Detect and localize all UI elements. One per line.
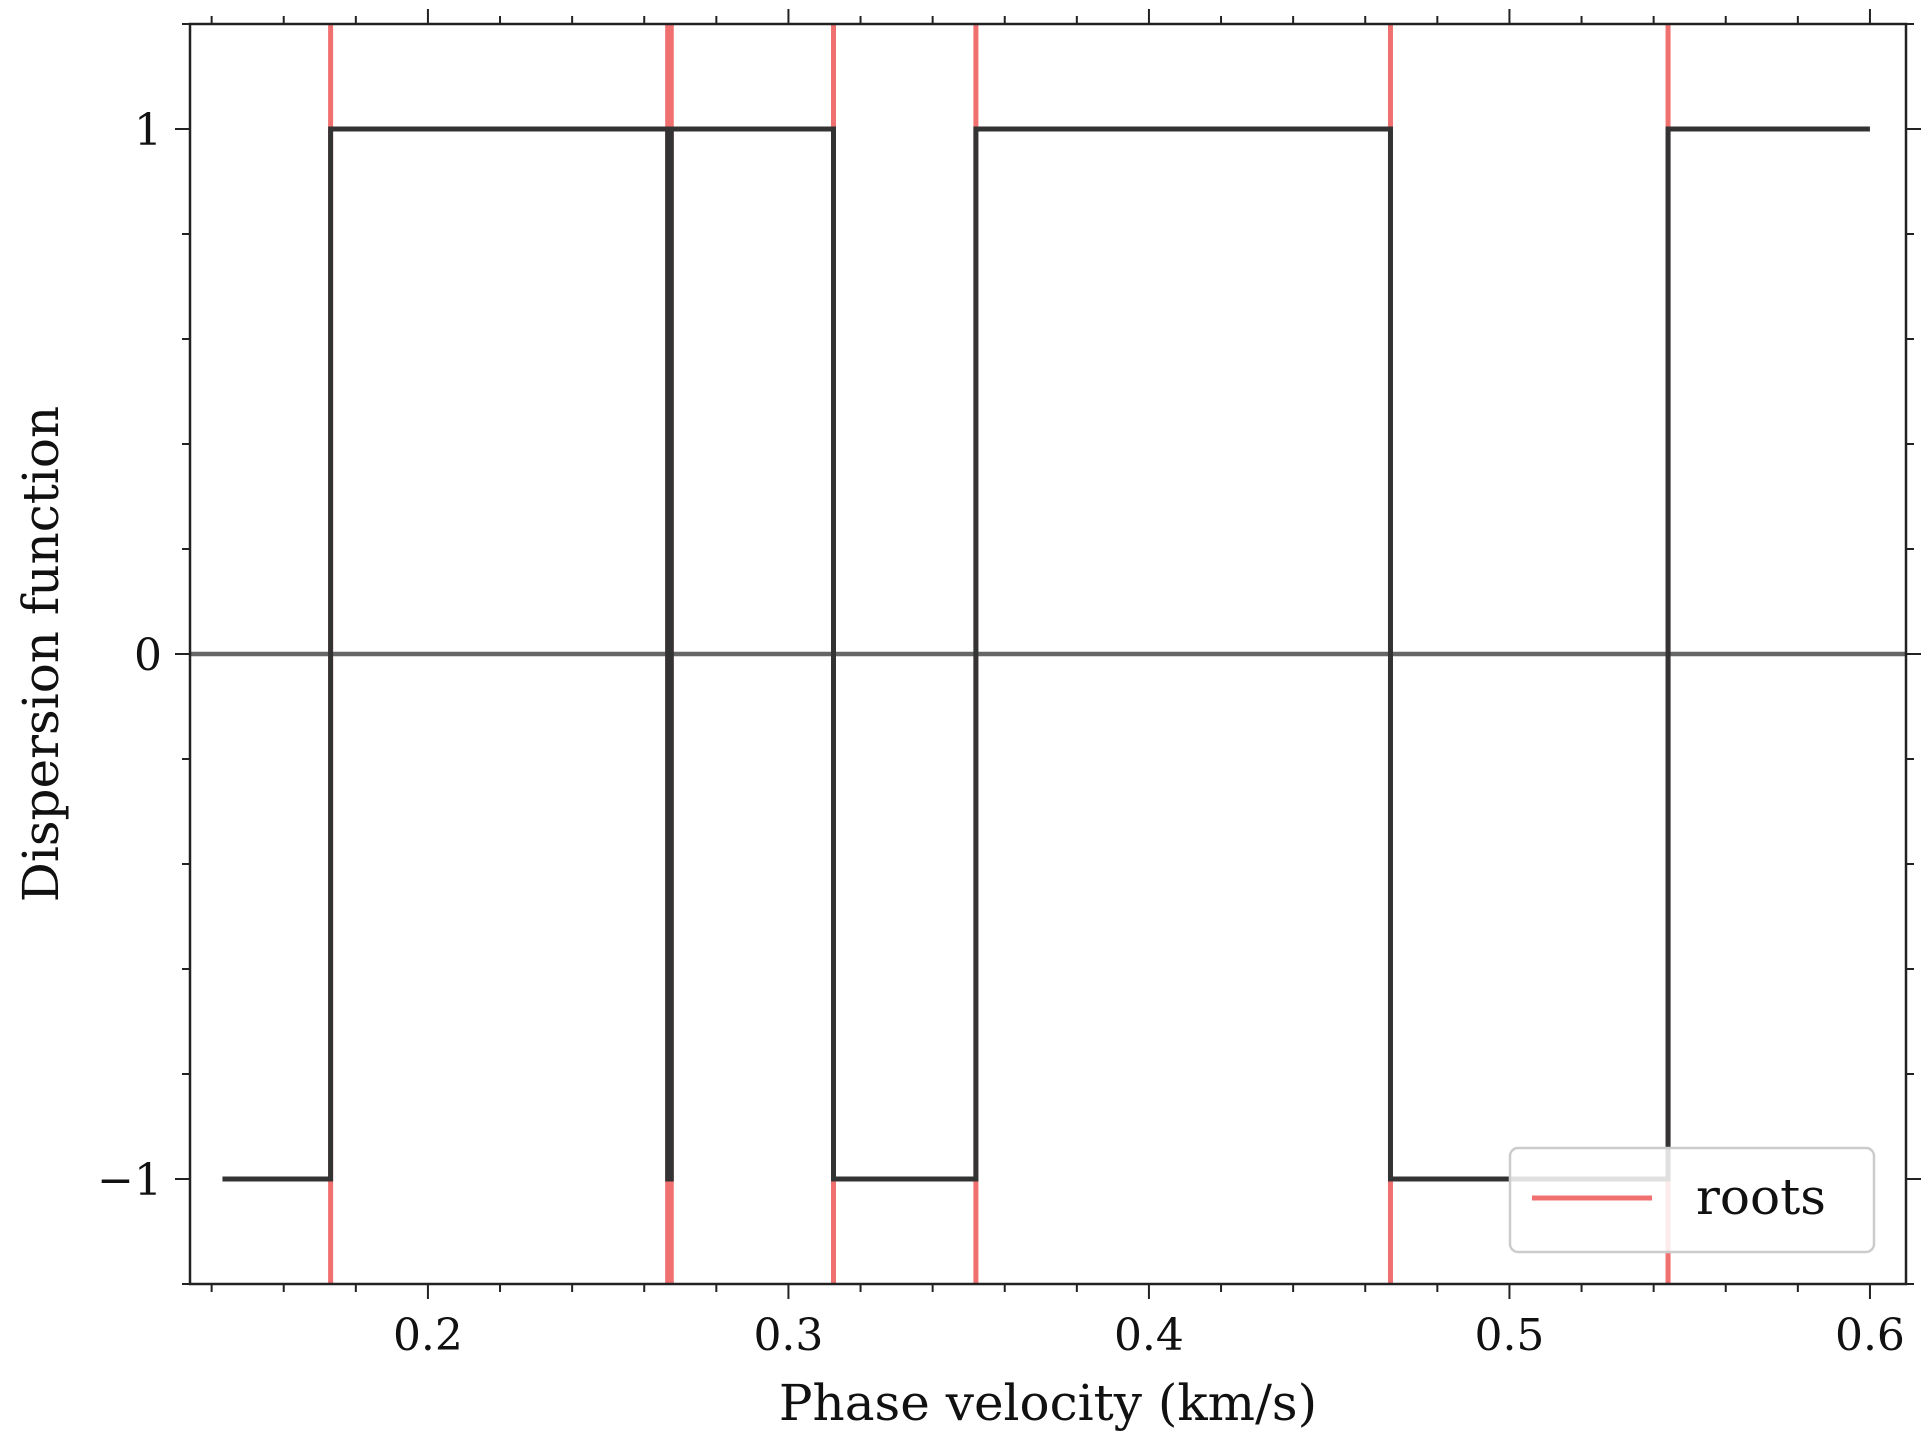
x-tick-label: 0.5 [1474, 1310, 1544, 1361]
x-tick-label: 0.3 [753, 1310, 823, 1361]
x-tick-label: 0.4 [1114, 1310, 1184, 1361]
y-axis-label: Dispersion function [12, 406, 70, 902]
ticks-layer: 0.2 0.3 0.4 0.5 0.6 −1 0 1 [97, 9, 1921, 1361]
x-tick-label: 0.6 [1835, 1310, 1905, 1361]
legend: roots [1508, 1146, 1876, 1254]
y-tick-label: 1 [134, 105, 162, 156]
legend-box [1508, 1146, 1876, 1254]
y-tick-label: −1 [97, 1155, 162, 1206]
legend-label-roots: roots [1696, 1168, 1826, 1226]
x-tick-label: 0.2 [393, 1310, 463, 1361]
y-tick-label: 0 [134, 630, 162, 681]
x-axis-label: Phase velocity (km/s) [779, 1374, 1317, 1432]
